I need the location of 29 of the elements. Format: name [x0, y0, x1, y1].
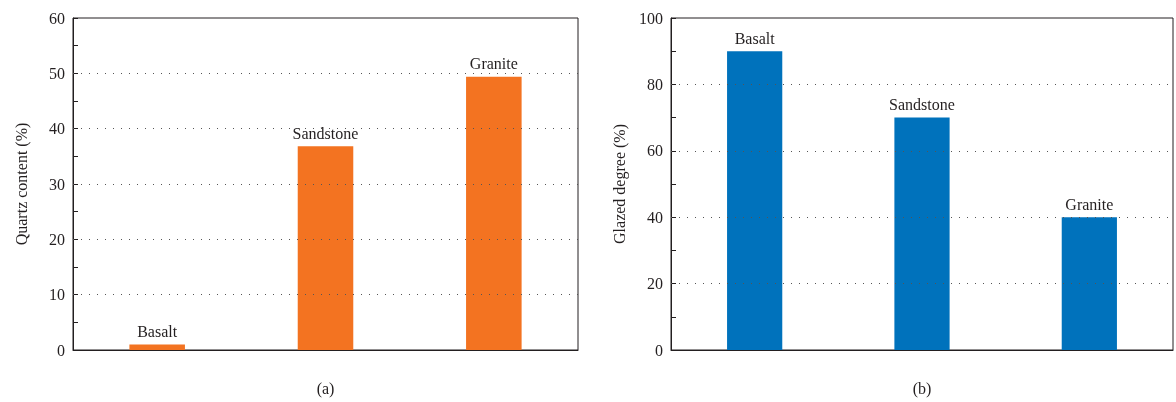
x-tick-label: Sandstone	[292, 124, 359, 142]
y-tick-label: 80	[647, 75, 663, 93]
bar	[894, 117, 950, 350]
x-tick-label: Sandstone	[889, 96, 955, 114]
y-tick-label: 40	[647, 208, 663, 226]
x-tick-label: Basalt	[734, 29, 776, 47]
bar	[466, 76, 522, 350]
x-tick-label: Granite	[1065, 195, 1114, 213]
y-tick-label: 20	[647, 275, 663, 293]
y-tick-label: 20	[49, 230, 65, 248]
y-tick-label: 0	[655, 341, 663, 359]
x-axis-title: (a)	[316, 379, 335, 398]
bar	[1061, 217, 1117, 350]
y-axis-title: Quartz content (%)	[12, 122, 31, 246]
y-tick-label: 40	[49, 120, 65, 138]
x-tick-label: Basalt	[137, 322, 178, 340]
y-tick-label: 10	[49, 286, 65, 304]
y-tick-label: 60	[647, 142, 663, 160]
bar	[129, 344, 185, 350]
y-tick-label: 30	[49, 175, 65, 193]
y-tick-label: 100	[639, 9, 663, 27]
bar	[727, 51, 783, 350]
y-tick-label: 0	[57, 341, 65, 359]
y-tick-label: 50	[49, 64, 65, 82]
x-axis-title: (b)	[912, 379, 932, 398]
x-tick-label: Granite	[469, 55, 518, 73]
y-axis-title: Glazed degree (%)	[610, 124, 629, 244]
bar	[297, 146, 354, 350]
y-tick-label: 60	[49, 9, 65, 27]
